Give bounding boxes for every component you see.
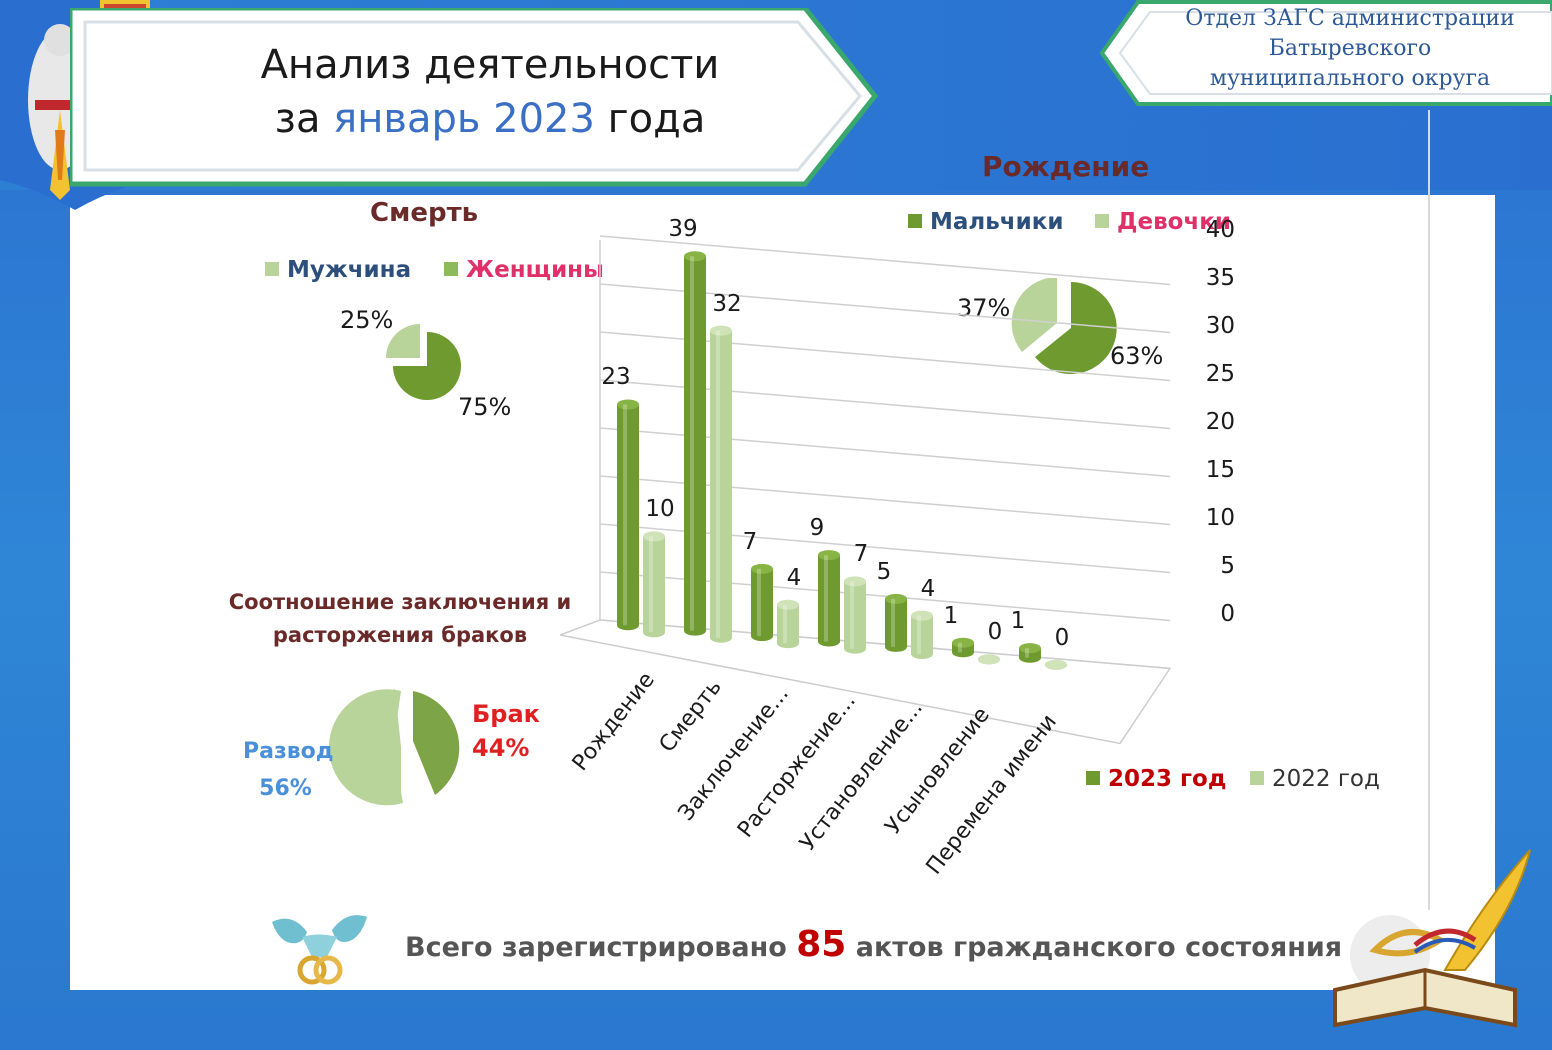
bar-chart (560, 235, 1172, 745)
bar-value-label: 32 (712, 290, 742, 317)
bar-2023-год-3 (818, 550, 840, 647)
bar-2023-год-4 (885, 593, 907, 652)
bar-value-label: 7 (853, 541, 869, 568)
birth-pct-boys: 63% (1110, 342, 1164, 370)
footer-total: 85 (796, 924, 847, 965)
bar-2022-год-2 (777, 599, 799, 649)
y-tick-label: 35 (1205, 265, 1235, 292)
legend-2023: 2023 год (1086, 766, 1226, 792)
y-tick-label: 20 (1205, 409, 1235, 436)
death-pie-slice-female (393, 332, 461, 400)
bar-value-label: 23 (601, 364, 631, 391)
bar-value-label: 5 (876, 558, 892, 585)
zags-book-logo (1333, 849, 1531, 1028)
birth-pie-slice-girls (1011, 278, 1057, 352)
bar-2023-год-1 (684, 251, 706, 636)
death-pie-title: Смерть (370, 198, 479, 228)
divorce-label: Развод 56% (243, 739, 334, 801)
y-tick-label: 10 (1205, 505, 1235, 532)
bar-value-label: 0 (987, 619, 1003, 646)
gridline (599, 235, 1171, 286)
y-tick-label: 30 (1205, 313, 1235, 340)
death-legend-female: Женщины (444, 257, 604, 283)
title-line1: Анализ деятельности (260, 42, 720, 88)
department-name: Отдел ЗАГС администрации Батыревского му… (1185, 6, 1515, 91)
department-banner (1098, 0, 1552, 108)
birth-legend-boys: Мальчики (908, 209, 1063, 235)
bar-2023-год-2 (751, 563, 773, 642)
bar-2023-год-0 (617, 399, 639, 631)
bar-2022-год-6 (1045, 659, 1067, 670)
y-tick-label: 15 (1205, 457, 1235, 484)
y-tick-label: 25 (1205, 361, 1235, 388)
bar-value-label: 10 (645, 496, 675, 523)
bar-2023-год-5 (952, 637, 974, 658)
birth-pie (1011, 278, 1117, 374)
title-line2: за январь 2023 года (274, 96, 706, 142)
y-tick-label: 40 (1205, 217, 1235, 244)
title-banner (70, 8, 879, 187)
bar-value-label: 7 (742, 528, 758, 555)
content-panel (70, 195, 1495, 990)
birth-legend-girls: Девочки (1095, 209, 1231, 235)
bar-value-label: 4 (920, 575, 936, 602)
death-pie-slice-male (386, 324, 420, 358)
death-pie (386, 324, 461, 400)
death-pct-female: 75% (458, 393, 512, 421)
bar-2022-год-3 (844, 576, 866, 654)
bar-2023-год-6 (1019, 643, 1041, 663)
birth-pie-slice-boys (1035, 282, 1117, 374)
bar-value-label: 1 (943, 602, 959, 629)
death-legend-male: Мужчина (265, 257, 411, 283)
title-month: январь 2023 (333, 96, 595, 142)
bar-2022-год-0 (643, 531, 665, 638)
bar-value-label: 39 (668, 216, 698, 243)
chart-floor (560, 619, 1172, 745)
marriage-pie-title: Соотношение заключения и расторжения бра… (228, 590, 572, 647)
y-tick-label: 5 (1220, 553, 1235, 580)
bar-2022-год-1 (710, 325, 732, 643)
bar-value-label: 4 (786, 564, 802, 591)
panel-divider (1428, 110, 1430, 910)
doves-rings-icon (272, 915, 367, 985)
page-title: Анализ деятельности за январь 2023 года (150, 38, 830, 146)
bar-value-label: 9 (809, 515, 825, 542)
bar-2022-год-4 (911, 610, 933, 660)
birth-pie-title: Рождение (982, 150, 1150, 183)
marriage-pie-slice-divorce-body (328, 689, 403, 806)
bar-value-label: 1 (1010, 608, 1026, 635)
legend-2022: 2022 год (1250, 766, 1380, 792)
marriage-pie (328, 689, 460, 806)
bar-2022-год-5 (978, 654, 1000, 665)
bar-value-label: 0 (1054, 624, 1070, 651)
y-tick-label: 0 (1220, 601, 1235, 628)
marriage-label: Брак 44% (472, 700, 540, 762)
marriage-pie-slice-marriage (413, 691, 460, 795)
footer-summary: Всего зарегистрировано 85 актов гражданс… (405, 924, 1343, 965)
death-pct-male: 25% (340, 306, 394, 334)
